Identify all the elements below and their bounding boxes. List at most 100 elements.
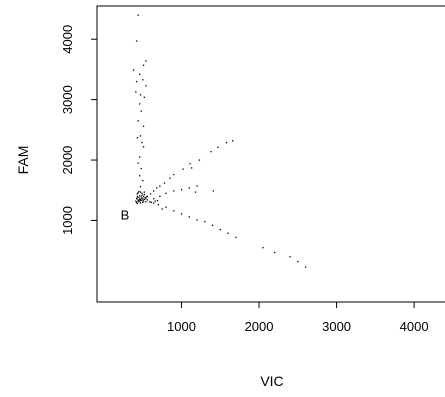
- data-point: [140, 167, 142, 170]
- data-point: [139, 200, 141, 202]
- data-point: [169, 177, 171, 179]
- data-point: [137, 192, 139, 194]
- data-point: [173, 173, 175, 176]
- data-point: [219, 228, 221, 231]
- data-point: [159, 185, 161, 187]
- data-point: [139, 191, 142, 193]
- data-point: [139, 202, 142, 204]
- data-point: [173, 190, 175, 192]
- data-point: [138, 199, 140, 202]
- data-point: [159, 195, 161, 197]
- data-point: [190, 167, 193, 169]
- x-tick-label: 1000: [167, 319, 196, 334]
- data-point: [227, 232, 229, 234]
- data-point: [198, 159, 201, 161]
- data-point: [142, 64, 145, 66]
- data-point: [196, 185, 198, 187]
- y-tick-label: 1000: [60, 206, 75, 235]
- data-point: [142, 146, 145, 148]
- data-point: [143, 191, 145, 193]
- data-point: [139, 198, 141, 201]
- data-point: [142, 199, 144, 201]
- data-point: [150, 201, 152, 204]
- data-point: [188, 187, 190, 189]
- data-point: [153, 202, 155, 204]
- data-point: [165, 192, 167, 194]
- data-point: [140, 196, 142, 198]
- data-point: [142, 201, 144, 204]
- data-point: [142, 195, 145, 197]
- data-point: [143, 193, 145, 196]
- data-point: [225, 141, 228, 144]
- data-point: [262, 247, 264, 249]
- data-point: [141, 192, 143, 194]
- data-point: [182, 168, 184, 170]
- data-point: [173, 210, 175, 212]
- data-point: [304, 266, 307, 268]
- data-point: [232, 140, 234, 142]
- data-point: [144, 196, 146, 199]
- data-points: [132, 14, 307, 268]
- data-point: [143, 198, 145, 201]
- data-point: [140, 198, 142, 200]
- data-point: [136, 197, 139, 199]
- data-point: [136, 202, 139, 205]
- data-point: [137, 162, 139, 164]
- data-point: [142, 179, 144, 182]
- data-point: [135, 91, 137, 93]
- data-point: [146, 196, 148, 198]
- data-point: [140, 110, 142, 112]
- data-point: [142, 125, 145, 127]
- data-point: [145, 85, 147, 87]
- y-tick-label: 2000: [60, 146, 75, 175]
- annotation-label: B: [121, 207, 130, 222]
- data-point: [139, 156, 141, 158]
- data-point: [139, 195, 141, 197]
- data-point: [136, 193, 139, 195]
- plot-frame: [96, 5, 445, 303]
- data-point: [135, 198, 138, 200]
- data-point: [137, 201, 139, 203]
- data-point: [139, 175, 141, 177]
- data-point: [161, 208, 163, 210]
- data-point: [180, 189, 183, 191]
- data-point: [145, 201, 147, 203]
- data-point: [140, 199, 142, 202]
- data-point: [145, 198, 147, 200]
- data-point: [180, 213, 183, 215]
- data-point: [211, 224, 214, 226]
- data-point: [141, 194, 143, 196]
- data-point: [135, 201, 138, 204]
- data-point: [156, 199, 159, 202]
- data-point: [188, 216, 190, 218]
- data-point: [204, 221, 206, 223]
- data-point: [142, 200, 145, 202]
- data-point: [138, 196, 140, 199]
- x-tick-label: 2000: [245, 319, 274, 334]
- data-point: [139, 186, 142, 188]
- data-point: [153, 198, 155, 200]
- data-point: [273, 251, 276, 254]
- data-point: [137, 120, 139, 122]
- data-point: [212, 190, 214, 192]
- data-point: [154, 200, 156, 202]
- data-point: [138, 190, 140, 193]
- data-point: [189, 163, 191, 165]
- y-tick-label: 3000: [60, 85, 75, 114]
- data-point: [136, 195, 139, 197]
- data-point: [142, 197, 144, 199]
- y-axis: 1000 2000 3000 4000: [60, 25, 97, 235]
- data-point: [142, 79, 144, 81]
- y-tick-label: 4000: [60, 25, 75, 54]
- y-axis-title: FAM: [15, 146, 31, 175]
- data-point: [139, 135, 142, 137]
- x-axis-title: VIC: [260, 373, 283, 389]
- data-point: [135, 200, 137, 202]
- data-point: [136, 137, 139, 139]
- data-point: [135, 80, 138, 83]
- data-point: [156, 187, 158, 189]
- data-point: [141, 141, 143, 144]
- data-point: [235, 236, 237, 239]
- data-point: [135, 40, 138, 42]
